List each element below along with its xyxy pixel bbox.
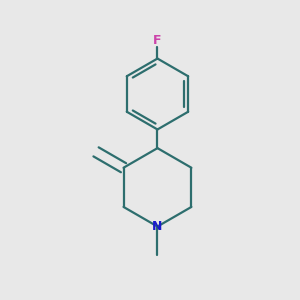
Text: N: N <box>152 220 163 233</box>
Text: F: F <box>153 34 162 47</box>
